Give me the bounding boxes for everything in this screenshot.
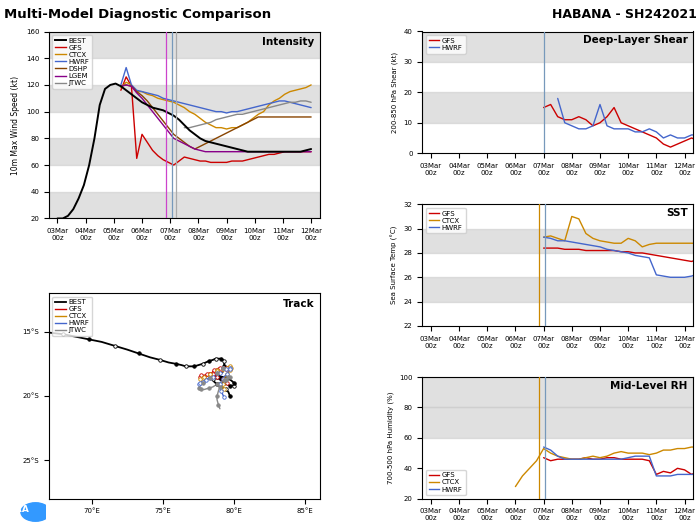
Bar	[49, 192, 320, 218]
Legend: BEST, GFS, CTCX, HWRF, JTWC: BEST, GFS, CTCX, HWRF, JTWC	[52, 297, 92, 337]
Circle shape	[21, 503, 50, 521]
Bar	[422, 407, 693, 438]
Bar	[422, 228, 693, 253]
Legend: GFS, HWRF: GFS, HWRF	[426, 35, 466, 54]
Text: Multi-Model Diagnostic Comparison: Multi-Model Diagnostic Comparison	[4, 8, 271, 21]
Text: Track: Track	[283, 299, 314, 309]
Text: SST: SST	[666, 208, 687, 218]
Y-axis label: Sea Surface Temp (°C): Sea Surface Temp (°C)	[391, 226, 398, 304]
Legend: GFS, CTCX, HWRF: GFS, CTCX, HWRF	[426, 470, 466, 495]
Y-axis label: 10m Max Wind Speed (kt): 10m Max Wind Speed (kt)	[11, 76, 20, 174]
Bar	[49, 139, 320, 165]
Bar	[49, 85, 320, 112]
Text: Intensity: Intensity	[262, 37, 314, 47]
Bar	[49, 32, 320, 58]
Y-axis label: 200-850 hPa Shear (kt): 200-850 hPa Shear (kt)	[391, 52, 398, 133]
Bar	[422, 277, 693, 302]
Text: Deep-Layer Shear: Deep-Layer Shear	[582, 35, 687, 45]
Legend: GFS, CTCX, HWRF: GFS, CTCX, HWRF	[426, 208, 466, 234]
Bar	[422, 92, 693, 123]
Bar	[422, 32, 693, 62]
Legend: BEST, GFS, CTCX, HWRF, DSHP, LGEM, JTWC: BEST, GFS, CTCX, HWRF, DSHP, LGEM, JTWC	[52, 35, 92, 89]
Bar	[422, 377, 693, 407]
Text: Mid-Level RH: Mid-Level RH	[610, 381, 687, 391]
Y-axis label: 700-500 hPa Humidity (%): 700-500 hPa Humidity (%)	[387, 392, 393, 484]
Text: HABANA - SH242021: HABANA - SH242021	[552, 8, 696, 21]
Text: CIRA: CIRA	[6, 505, 29, 513]
